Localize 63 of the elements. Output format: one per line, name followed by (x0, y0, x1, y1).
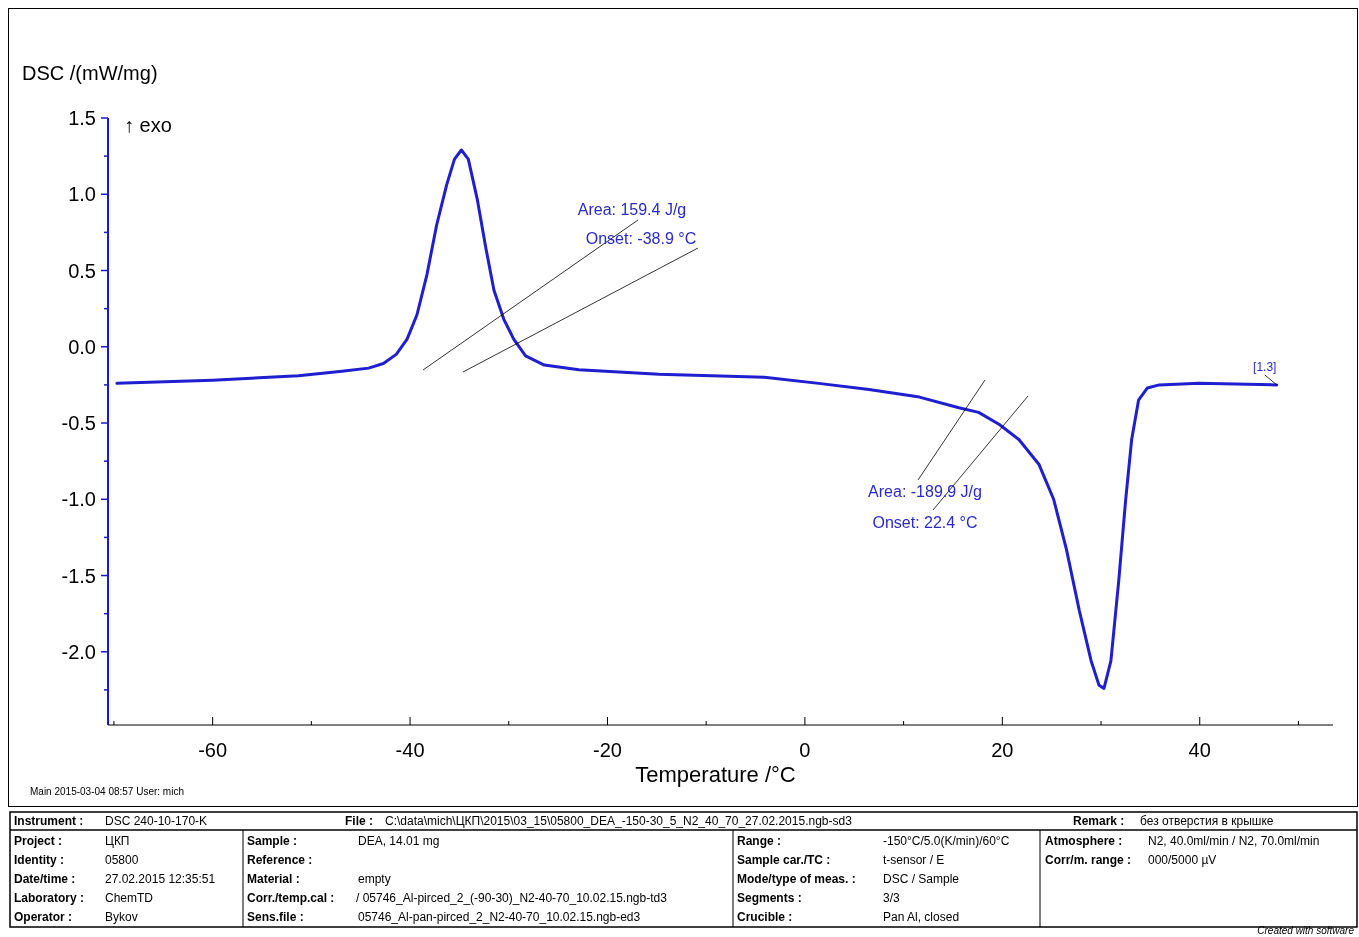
text: Remark : (1073, 814, 1125, 828)
y-tick-label: 0.5 (68, 259, 96, 282)
text: C:\data\mich\ЦКП\2015\03_15\05800_DEA_-150-30_5_N2_40_70_27.02.2015.ngb-sd3 (385, 814, 853, 828)
annotation: Area: 159.4 J/g (577, 201, 687, 218)
x-tick-label: -40 (395, 739, 425, 761)
text: ЦКП (105, 834, 130, 848)
text: 27.02.2015 12:35:51 (105, 872, 216, 886)
y-axis-title: DSC /(mW/mg) (22, 62, 158, 84)
x-tick-label: -60 (198, 739, 228, 761)
text: Date/time : (14, 872, 76, 886)
text: Created with software (1257, 925, 1355, 936)
text: Segments : (737, 891, 802, 905)
text: Mode/type of meas. : (737, 872, 856, 886)
text: Instrument : (14, 814, 84, 828)
y-tick-label: 0.0 (68, 335, 96, 358)
text: DSC 240-10-170-K (105, 814, 208, 828)
text: Crucible : (737, 910, 793, 924)
annotation: [1.3] (1253, 359, 1277, 374)
text: 05800 (105, 853, 139, 867)
text: ChemTD (105, 891, 154, 905)
text: Identity : (14, 853, 64, 867)
text: t-sensor / E (883, 853, 945, 867)
text: Sample car./TC : (737, 853, 831, 867)
y-tick-label: -1.5 (61, 564, 96, 587)
x-tick-label: 20 (991, 739, 1014, 761)
text: DSC / Sample (883, 872, 960, 886)
text: Range : (737, 834, 782, 848)
text: Sample : (247, 834, 298, 848)
y-tick-label: -2.0 (61, 640, 96, 663)
y-tick-label: 1.5 (68, 107, 96, 129)
text: Material : (247, 872, 300, 886)
text: -150°C/5.0(K/min)/60°C (883, 834, 1010, 848)
text: Corr./temp.cal : (247, 891, 335, 905)
annotation: Area: -189.9 J/g (868, 483, 982, 500)
text: без отверстия в крышке (1140, 814, 1274, 828)
text: Operator : (14, 910, 73, 924)
x-axis-title: Temperature /°C (635, 762, 796, 787)
text: Bykov (105, 910, 138, 924)
text: Atmosphere : (1045, 834, 1123, 848)
annotation: ↑ exo (124, 114, 172, 136)
x-tick-label: -20 (593, 739, 622, 761)
text: 3/3 (883, 891, 901, 905)
text: Project : (14, 834, 63, 848)
text: Sens.file : (247, 910, 304, 924)
annotation: Onset: 22.4 °C (872, 514, 978, 531)
text: File : (345, 814, 374, 828)
x-tick-label: 0 (799, 739, 811, 761)
text: 05746_Al-pan-pirced_2_N2-40-70_10.02.15.ngb-ed3 (358, 910, 641, 924)
line-series (115, 148, 1279, 690)
text: empty (358, 872, 391, 886)
y-tick-label: -1.0 (61, 488, 96, 511)
y-tick-label: -0.5 (61, 412, 96, 435)
text: Corr/m. range : (1045, 853, 1132, 867)
text: / 05746_Al-pirced_2_(-90-30)_N2-40-70_10.02.15.ngb-td3 (356, 891, 668, 905)
text: Pan Al, closed (883, 910, 960, 924)
text: Main 2015-03-04 08:57 User: mich (30, 786, 184, 797)
text: N2, 40.0ml/min / N2, 70.0ml/min (1148, 834, 1320, 848)
text: Reference : (247, 853, 313, 867)
text: 000/5000 µV (1148, 853, 1217, 867)
x-tick-label: 40 (1188, 739, 1211, 761)
text: DEA, 14.01 mg (358, 834, 440, 848)
text: Laboratory : (14, 891, 85, 905)
y-tick-label: 1.0 (68, 183, 96, 206)
